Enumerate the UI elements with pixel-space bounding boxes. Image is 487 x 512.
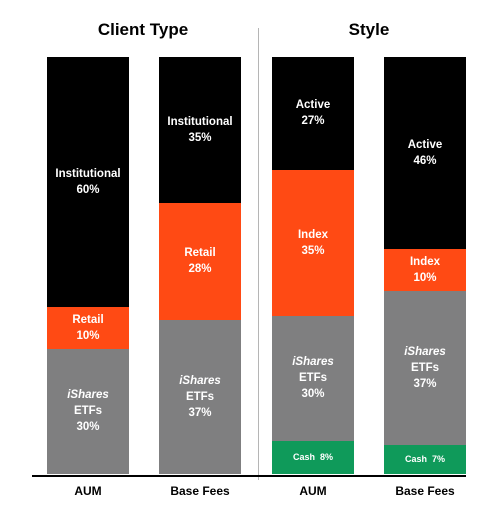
segment-name: iShares ETFs [159,373,241,405]
segment-label: Institutional 35% [159,114,241,146]
segment-name-italic: iShares [67,389,109,402]
bar-segment-active: Active 27% [272,57,354,170]
x-axis-baseline [32,475,466,477]
segment-value: 28% [188,263,212,276]
segment-name: Cash [292,452,315,463]
segment-label: Active 27% [272,97,354,129]
panel-title-client-type: Client Type [97,20,189,39]
segment-label: Active 46% [384,137,466,169]
segment-value: 35% [188,131,212,144]
segment-label: Retail 10% [47,312,129,344]
segment-value: 10% [413,271,437,284]
segment-label: Cash 7% [384,451,466,467]
segment-value: 37% [413,377,437,390]
segment-name: iShares ETFs [272,354,354,386]
segment-label: iShares ETFs 37% [159,373,241,421]
bar-segment-index: Index 10% [384,248,466,291]
segment-value: 10% [76,330,100,343]
segment-value: 27% [301,115,325,128]
bar-segment-retail: Retail 28% [159,202,241,320]
bar-segment-cash: Cash 8% [272,440,354,474]
bar-segment-institutional: Institutional 60% [47,57,129,308]
x-tick-label: Base Fees [395,484,455,498]
segment-name-rest: ETFs [298,372,328,385]
segment-name: Institutional [55,168,121,181]
segment-value: 46% [413,154,437,167]
bar-segment-index: Index 35% [272,169,354,316]
segment-value: 30% [301,388,325,401]
segment-name-italic: iShares [404,345,446,358]
segment-label: iShares ETFs 30% [47,387,129,435]
segment-name: Institutional [167,115,233,128]
bar-segment-retail: Retail 10% [47,307,129,349]
segment-name: iShares ETFs [384,344,466,376]
bar-segment-institutional: Institutional 35% [159,57,241,203]
bar-segment-cash: Cash 7% [384,444,466,474]
segment-value: 35% [301,244,325,257]
segment-name-italic: iShares [292,356,334,369]
segment-name: Active [295,99,331,112]
segment-name: Active [407,138,443,151]
bar-segment-active: Active 46% [384,57,466,249]
segment-label: Index 35% [272,227,354,259]
bar-segment-ishares-etfs: iShares ETFs 37% [159,319,241,474]
segment-value: 8% [315,452,334,463]
x-tick-label: AUM [299,484,327,498]
segment-name-rest: ETFs [73,405,103,418]
x-tick-label: AUM [74,484,102,498]
segment-label: Cash 8% [272,449,354,465]
segment-label: iShares ETFs 37% [384,344,466,392]
bar-segment-ishares-etfs: iShares ETFs 30% [272,315,354,441]
segment-name: Index [409,255,441,268]
segment-name-rest: ETFs [185,390,215,403]
segment-value: 60% [76,184,100,197]
panel-divider [258,28,259,480]
segment-name: Cash [404,454,427,465]
segment-value: 37% [188,406,212,419]
segment-value: 7% [427,454,446,465]
segment-name: Retail [72,314,104,327]
bar-segment-ishares-etfs: iShares ETFs 30% [47,348,129,474]
segment-name: iShares ETFs [47,387,129,419]
segment-name-rest: ETFs [410,361,440,374]
segment-label: Institutional 60% [47,166,129,198]
x-tick-label: Base Fees [170,484,230,498]
segment-label: Index 10% [384,254,466,286]
segment-label: iShares ETFs 30% [272,354,354,402]
panel-title-style: Style [348,20,390,39]
bar-segment-ishares-etfs: iShares ETFs 37% [384,290,466,445]
segment-name: Index [297,228,329,241]
segment-name-italic: iShares [179,374,221,387]
segment-name: Retail [184,247,216,260]
segment-value: 30% [76,421,100,434]
segment-label: Retail 28% [159,245,241,277]
